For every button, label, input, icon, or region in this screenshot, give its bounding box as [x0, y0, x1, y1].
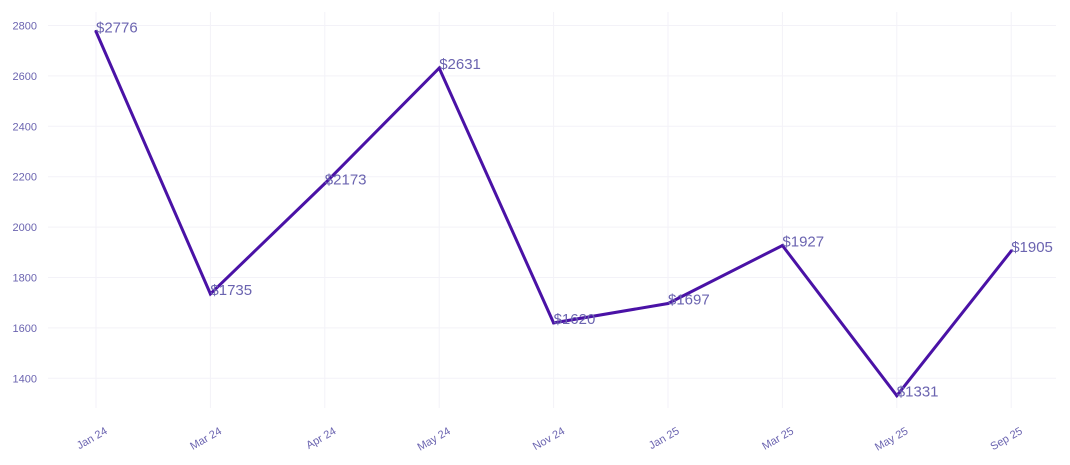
data-point — [437, 66, 441, 70]
x-tick-label: May 24 — [415, 425, 452, 453]
y-tick-label: 2600 — [13, 71, 37, 83]
series-layer — [94, 30, 1013, 399]
x-tick-label: Jan 25 — [647, 425, 682, 452]
data-point — [323, 182, 327, 186]
data-label: $1620 — [554, 311, 596, 328]
x-tick-label: Mar 24 — [188, 425, 224, 453]
data-point — [552, 321, 556, 325]
y-tick-label: 1600 — [13, 323, 37, 335]
data-label: $1735 — [210, 282, 252, 299]
data-label: $2173 — [325, 172, 367, 189]
x-tick-label: May 25 — [873, 425, 910, 453]
data-point — [780, 243, 784, 247]
x-tick-label: Mar 25 — [760, 425, 796, 453]
y-axis: 1400 1600 1800 2000 2200 2400 2600 2800 — [13, 21, 37, 386]
data-point — [94, 30, 98, 34]
y-tick-label: 2800 — [13, 21, 37, 33]
y-tick-label: 2200 — [13, 172, 37, 184]
x-tick-label: Jan 24 — [75, 425, 110, 452]
data-label: $1697 — [668, 291, 710, 308]
data-label: $2776 — [96, 20, 138, 37]
x-axis: Jan 24 Mar 24 Apr 24 May 24 Nov 24 Jan 25 Mar … — [75, 425, 1025, 453]
y-tick-label: 1800 — [13, 273, 37, 285]
x-tick-label: Apr 24 — [304, 425, 338, 452]
data-label: $1905 — [1011, 239, 1053, 256]
data-point — [666, 301, 670, 305]
data-label: $1331 — [897, 384, 939, 401]
data-point — [1009, 249, 1013, 253]
data-label: $1927 — [782, 233, 824, 250]
x-tick-label: Sep 25 — [988, 425, 1024, 453]
data-label: $2631 — [439, 56, 481, 73]
data-point — [895, 394, 899, 398]
data-labels: $2776 $1735 $2173 $2631 $1620 $1697 $1927 $1331… — [96, 20, 1053, 401]
grid — [48, 12, 1056, 408]
y-tick-label: 2000 — [13, 222, 37, 234]
y-tick-label: 1400 — [13, 373, 37, 385]
y-tick-label: 2400 — [13, 121, 37, 133]
x-tick-label: Nov 24 — [531, 425, 567, 453]
data-point — [208, 292, 212, 296]
